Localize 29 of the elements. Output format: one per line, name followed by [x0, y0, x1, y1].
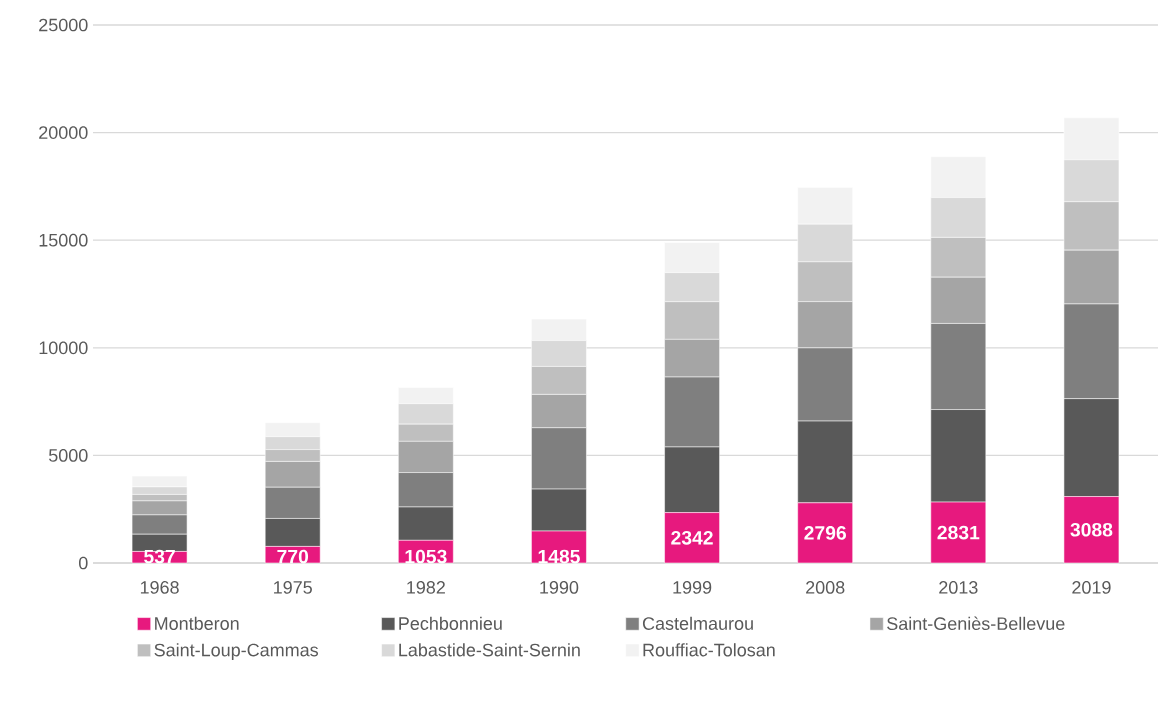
- x-tick-label: 2008: [806, 581, 845, 594]
- data-label: 2342: [671, 530, 713, 545]
- legend-label: Labastide-Saint-Sernin: [399, 643, 580, 657]
- x-tick-label: 1975: [274, 581, 312, 594]
- y-tick-label: 10000: [39, 341, 88, 355]
- x-tick-label: 1999: [673, 581, 712, 594]
- data-label: 1053: [405, 549, 447, 564]
- legend-label: Pechbonnieu: [399, 616, 502, 630]
- legend-label: Saint-Geniès-Bellevue: [887, 616, 1065, 631]
- y-tick-label: 5000: [48, 449, 88, 462]
- data-label: 1485: [538, 549, 580, 564]
- legend-label: Saint-Loup-Cammas: [154, 643, 319, 660]
- x-tick-label: 1968: [140, 581, 179, 594]
- data-label: 770: [277, 549, 309, 564]
- data-label: 537: [144, 549, 175, 564]
- x-tick-label: 2013: [939, 581, 978, 594]
- legend-label: Rouffiac-Tolosan: [643, 643, 775, 657]
- data-label: 3088: [1070, 522, 1113, 537]
- data-label: 2796: [804, 526, 846, 540]
- x-tick-label: 1990: [540, 581, 579, 594]
- legend-label: Castelmaurou: [642, 616, 753, 630]
- y-tick-label: 0: [79, 556, 88, 570]
- y-tick-label: 15000: [39, 233, 88, 247]
- y-tick-label: 25000: [39, 18, 88, 32]
- x-tick-label: 2019: [1072, 581, 1111, 594]
- y-tick-label: 20000: [39, 126, 88, 139]
- x-tick-label: 1982: [407, 581, 445, 594]
- data-label: 2831: [937, 525, 980, 540]
- legend-label: Montberon: [155, 616, 239, 630]
